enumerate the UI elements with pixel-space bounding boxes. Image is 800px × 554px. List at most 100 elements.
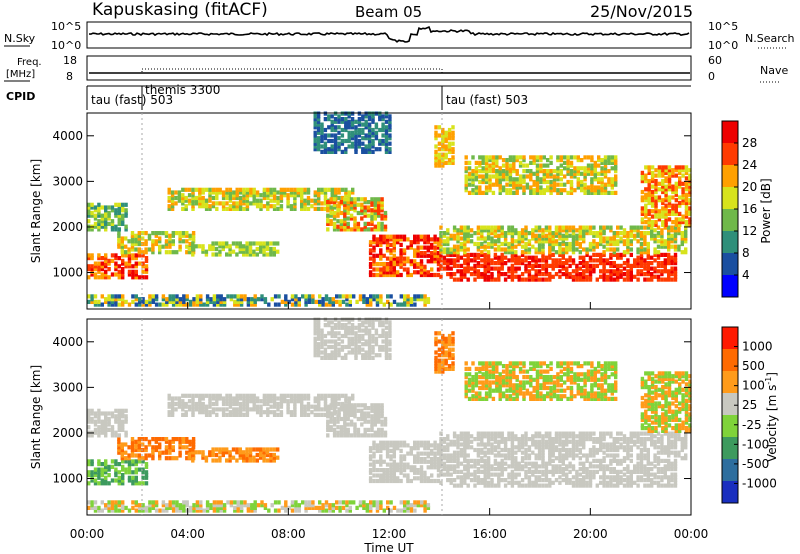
velocity-cell [310, 410, 314, 415]
power-cell [351, 190, 355, 195]
power-cell [181, 231, 186, 236]
velocity-cell [442, 437, 447, 442]
power-cell [144, 256, 149, 261]
power-cell [590, 155, 594, 160]
velocity-cell [399, 448, 403, 453]
power-cell [300, 206, 304, 211]
power-cell [389, 267, 393, 272]
power-cell [541, 247, 545, 252]
velocity-cell [385, 440, 390, 445]
power-cell [561, 233, 565, 238]
power-cell [578, 266, 582, 271]
velocity-cell [339, 427, 344, 432]
power-cell [636, 258, 640, 263]
power-cell [639, 233, 644, 238]
power-cell [364, 136, 368, 141]
power-cell [225, 241, 229, 246]
velocity-cell [486, 483, 491, 488]
power-cell [211, 190, 216, 195]
velocity-cell [208, 450, 212, 455]
velocity-cell [442, 464, 447, 469]
velocity-cell [137, 437, 141, 442]
velocity-cell [633, 480, 637, 485]
velocity-cell [433, 440, 437, 445]
power-cell [522, 158, 526, 163]
velocity-cell [90, 416, 94, 422]
power-cell [466, 225, 470, 230]
power-cell [612, 263, 616, 268]
velocity-cell [402, 454, 407, 459]
power-cell [476, 269, 481, 274]
power-cell [575, 233, 579, 238]
power-cell [233, 294, 237, 299]
velocity-cell [667, 480, 671, 485]
velocity-cell [480, 480, 484, 485]
power-cell [653, 250, 657, 255]
power-cell [469, 258, 474, 263]
velocity-cell [370, 406, 374, 411]
power-cell [681, 198, 685, 203]
velocity-cell [353, 406, 357, 411]
power-cell [600, 169, 604, 174]
power-cell [392, 242, 396, 247]
power-cell [416, 248, 420, 253]
power-cell [500, 255, 504, 260]
velocity-cell [90, 433, 94, 438]
power-cell [467, 171, 472, 176]
power-cell [582, 258, 586, 263]
power-cell [332, 205, 337, 210]
power-cell [661, 170, 665, 175]
power-cell [399, 294, 403, 299]
velocity-cell [520, 437, 525, 442]
velocity-cell [372, 440, 376, 445]
velocity-cell [90, 473, 94, 478]
power-cell [497, 274, 501, 279]
velocity-cell [548, 461, 552, 466]
power-cell [493, 277, 498, 282]
velocity-cell [524, 456, 528, 461]
power-cell [524, 228, 528, 233]
velocity-cell [379, 462, 383, 467]
velocity-cell [366, 406, 371, 411]
power-cell [381, 133, 385, 138]
freq-label-2: [MHz] [6, 69, 35, 80]
velocity-cell [667, 458, 671, 463]
power-cell [592, 244, 596, 249]
power-cell [636, 250, 640, 255]
power-cell [284, 299, 288, 304]
power-cell [542, 188, 546, 193]
power-cell [266, 201, 270, 206]
power-cell [592, 241, 596, 247]
power-cell [117, 231, 121, 236]
velocity-cell [326, 406, 330, 411]
power-cell [680, 250, 684, 255]
power-cell [170, 195, 175, 201]
power-cell [423, 251, 427, 256]
velocity-cell [439, 453, 443, 458]
power-cell [605, 258, 610, 263]
power-cell [535, 177, 540, 182]
power-cell [209, 297, 213, 302]
power-cell [480, 241, 484, 247]
velocity-cell [507, 464, 511, 469]
velocity-cell [329, 411, 333, 416]
power-cell [541, 241, 545, 247]
power-cell [650, 266, 654, 271]
velocity-cell [158, 453, 162, 458]
velocity-cell [571, 483, 576, 488]
power-cell [664, 214, 668, 219]
velocity-cell [385, 478, 390, 484]
velocity-cell [191, 401, 195, 407]
velocity-cell [402, 462, 407, 467]
velocity-cell [602, 475, 606, 480]
power-cell [367, 117, 372, 122]
velocity-cell [433, 478, 437, 484]
velocity-cell [480, 478, 484, 483]
power-cell [364, 133, 368, 138]
power-cell [653, 236, 657, 241]
power-cell [583, 188, 587, 193]
velocity-cell [544, 461, 549, 466]
velocity-cell [121, 464, 125, 469]
power-cell [130, 239, 135, 244]
power-cell [661, 179, 665, 184]
